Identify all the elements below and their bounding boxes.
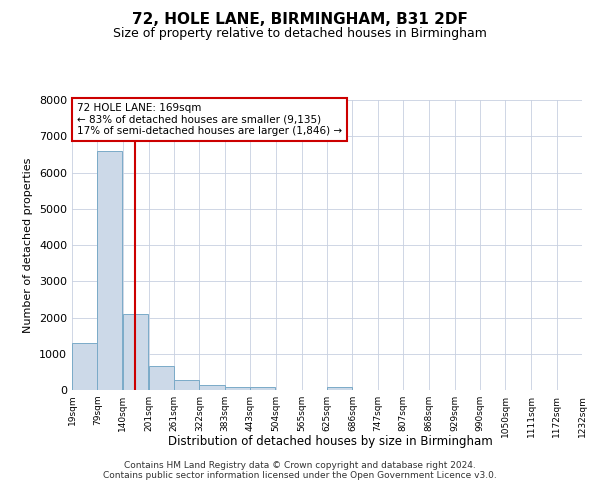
Bar bbox=[327, 387, 352, 390]
Y-axis label: Number of detached properties: Number of detached properties bbox=[23, 158, 34, 332]
Text: 72, HOLE LANE, BIRMINGHAM, B31 2DF: 72, HOLE LANE, BIRMINGHAM, B31 2DF bbox=[132, 12, 468, 28]
Text: Distribution of detached houses by size in Birmingham: Distribution of detached houses by size … bbox=[167, 435, 493, 448]
Bar bbox=[199, 386, 224, 390]
Bar bbox=[225, 387, 250, 390]
Bar bbox=[97, 151, 122, 390]
Bar bbox=[149, 366, 174, 390]
Text: Contains HM Land Registry data © Crown copyright and database right 2024.
Contai: Contains HM Land Registry data © Crown c… bbox=[103, 460, 497, 480]
Bar bbox=[174, 380, 199, 390]
Text: Size of property relative to detached houses in Birmingham: Size of property relative to detached ho… bbox=[113, 28, 487, 40]
Bar bbox=[123, 314, 148, 390]
Bar bbox=[250, 387, 275, 390]
Text: 72 HOLE LANE: 169sqm
← 83% of detached houses are smaller (9,135)
17% of semi-de: 72 HOLE LANE: 169sqm ← 83% of detached h… bbox=[77, 103, 342, 136]
Bar bbox=[72, 343, 97, 390]
